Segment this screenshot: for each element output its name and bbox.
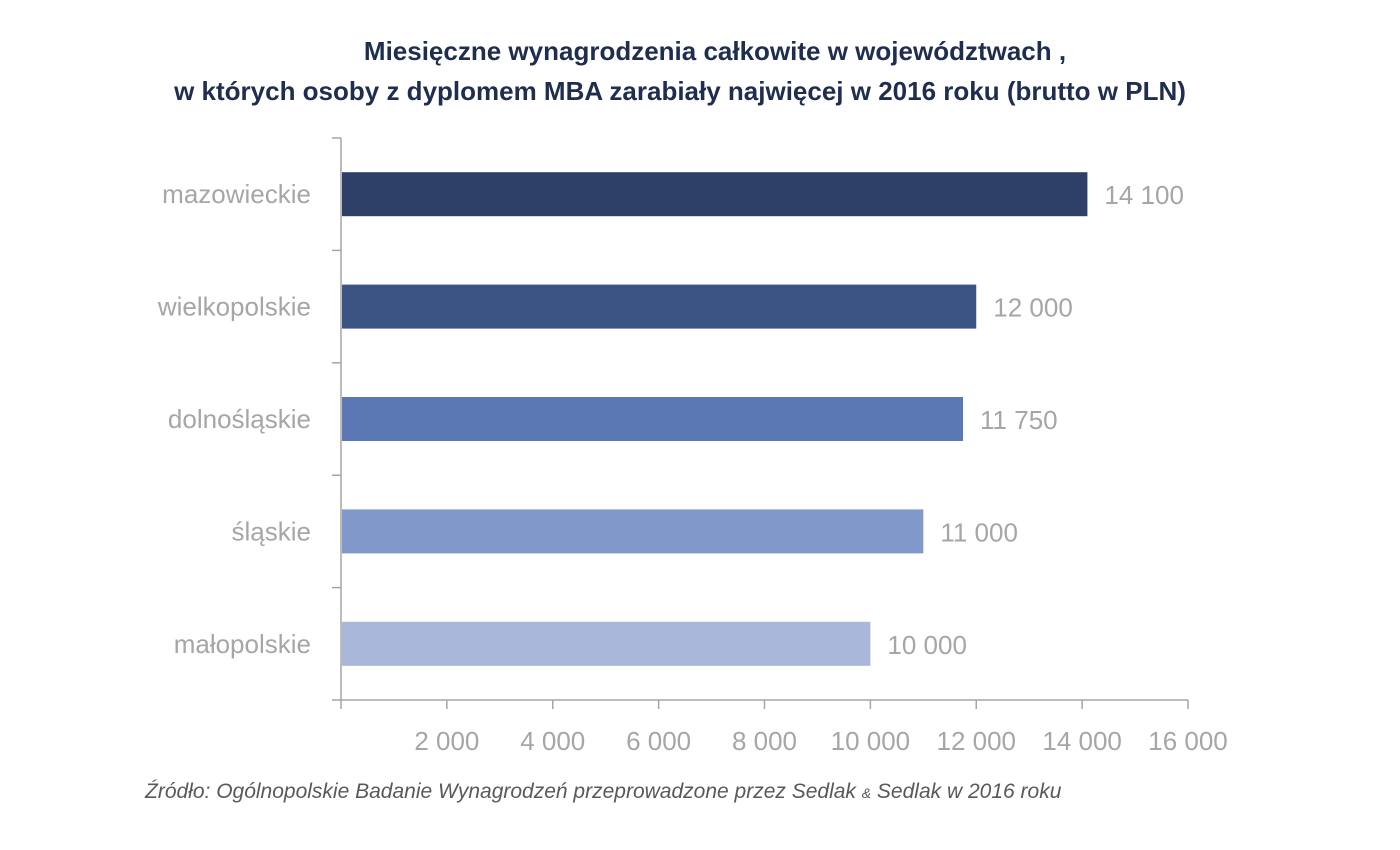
category-label: małopolskie [174,629,311,659]
x-tick-label: 16 000 [1148,726,1228,756]
chart-subtitle: w których osoby z dyplomem MBA zarabiały… [174,76,1186,106]
category-label: wielkopolskie [157,292,311,322]
x-tick-label: 6 000 [626,726,691,756]
bar-2 [342,397,964,441]
source-ampersand: & [861,785,872,801]
bars [342,172,1088,666]
x-tick-label: 14 000 [1042,726,1122,756]
value-label: 10 000 [887,630,967,660]
chart-title: Miesięczne wynagrodzenia całkowite w woj… [363,36,1067,66]
source-suffix: Sedlak w 2016 roku [871,780,1062,803]
bar-4 [342,621,871,666]
x-tick-label: 12 000 [936,726,1016,756]
value-label: 11 750 [980,405,1058,435]
bar-3 [342,509,924,554]
value-label: 12 000 [993,293,1073,323]
x-tick-label: 10 000 [831,726,911,756]
value-label: 11 000 [940,517,1018,547]
source-note: Źródło: Ogólnopolskie Badanie Wynagrodze… [145,780,1061,804]
labels: 2 000 4 000 6 000 8 000 10 000 12 000 14 000 16… [157,179,1228,756]
category-label: dolnośląskie [168,404,311,434]
category-label: mazowieckie [162,179,311,209]
bar-1 [342,284,977,329]
x-tick-label: 4 000 [520,726,585,756]
source-prefix: Źródło: Ogólnopolskie Badanie Wynagrodze… [145,780,862,803]
x-tick-label: 2 000 [414,726,479,756]
bar-0 [342,172,1088,217]
x-tick-label: 8 000 [732,726,797,756]
axes [332,137,1189,709]
category-label: śląskie [232,516,311,546]
value-label: 14 100 [1104,180,1184,210]
